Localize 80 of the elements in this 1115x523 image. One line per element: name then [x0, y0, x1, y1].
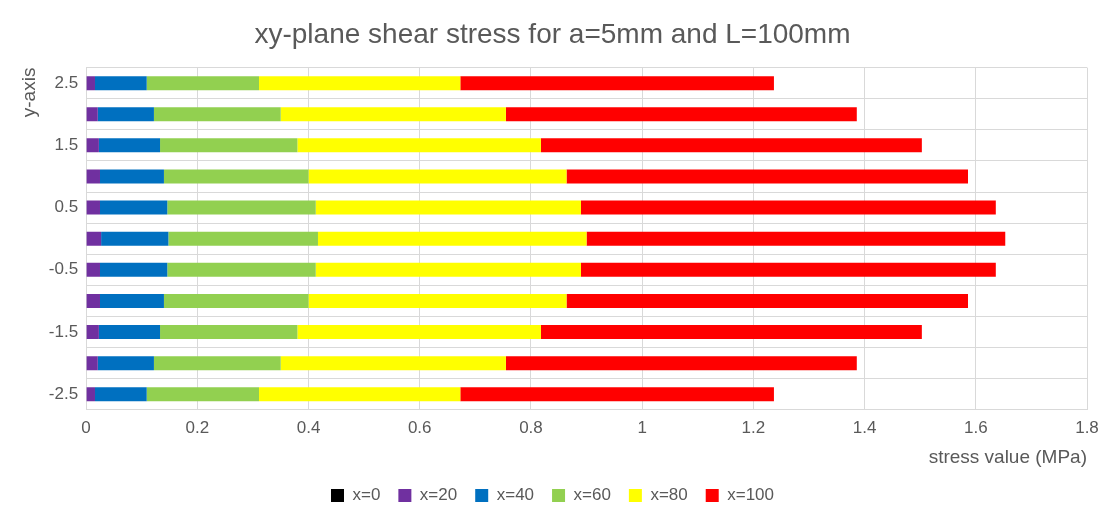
x-tick-label: 1.2: [741, 417, 766, 437]
x-tick-label: 1.8: [1075, 417, 1099, 437]
bar: [86, 231, 102, 246]
legend-label: x=20: [419, 485, 458, 505]
bar: [460, 76, 774, 91]
legend-label: x=0: [352, 485, 381, 505]
bar: [86, 200, 100, 215]
bar: [540, 325, 922, 340]
bar: [566, 293, 968, 308]
bar: [259, 76, 461, 91]
bar: [100, 293, 164, 308]
bar: [167, 200, 316, 215]
bar: [146, 387, 260, 402]
bar: [566, 169, 968, 184]
bar: [153, 107, 281, 122]
bar: [163, 169, 309, 184]
bar: [505, 356, 857, 371]
legend-label: x=80: [650, 485, 688, 505]
x-tick-label: 0.2: [185, 417, 210, 437]
bar: [168, 231, 318, 246]
bar: [280, 107, 506, 122]
bar: [98, 325, 161, 340]
bar: [540, 138, 922, 153]
bar: [163, 293, 309, 308]
bar: [315, 262, 581, 277]
bar: [86, 325, 99, 340]
bar: [86, 138, 99, 153]
bar: [86, 76, 95, 91]
bar: [97, 356, 154, 371]
bar: [100, 262, 168, 277]
x-tick-label: 1.6: [963, 417, 988, 437]
y-tick-label: 2.5: [54, 72, 79, 92]
y-tick-label: -0.5: [48, 259, 79, 279]
bar: [94, 387, 147, 402]
bar: [259, 387, 461, 402]
bar: [297, 325, 541, 340]
y-tick-label: 1.5: [54, 135, 79, 155]
y-tick-label: -1.5: [48, 321, 79, 341]
x-tick-label: 0.8: [519, 417, 543, 437]
bar: [580, 262, 996, 277]
bar: [100, 200, 168, 215]
bar: [86, 293, 100, 308]
bar: [101, 231, 169, 246]
bar: [153, 356, 281, 371]
bar: [86, 107, 98, 122]
bar: [86, 356, 98, 371]
x-tick-label: 1: [637, 417, 647, 437]
x-tick-label: 0: [81, 417, 91, 437]
bar: [98, 138, 161, 153]
bar: [100, 169, 164, 184]
bar: [297, 138, 541, 153]
x-tick-label: 0.4: [296, 417, 321, 437]
x-axis-title: stress value (MPa): [928, 445, 1087, 467]
y-tick-label: 0.5: [54, 197, 79, 217]
bar: [146, 76, 260, 91]
bar: [317, 231, 587, 246]
bar: [505, 107, 857, 122]
bar: [86, 262, 100, 277]
bar: [94, 76, 147, 91]
bar: [97, 107, 154, 122]
chart-title: xy-plane shear stress for a=5mm and L=100mm: [254, 17, 851, 49]
bar: [586, 231, 1006, 246]
bar: [280, 356, 506, 371]
legend-label: x=40: [496, 485, 535, 505]
bar: [580, 200, 996, 215]
bar: [308, 169, 567, 184]
bar: [308, 293, 567, 308]
bar: [167, 262, 316, 277]
x-tick-label: 1.4: [852, 417, 877, 437]
bar: [160, 138, 298, 153]
y-axis-title: y-axis: [17, 67, 39, 118]
legend-label: x=60: [573, 485, 611, 505]
bar: [86, 169, 100, 184]
legend-label: x=100: [727, 485, 775, 505]
bar: [315, 200, 581, 215]
bar: [86, 387, 95, 402]
y-tick-label: -2.5: [48, 383, 79, 403]
x-tick-label: 0.6: [407, 417, 432, 437]
bar: [460, 387, 774, 402]
bar: [160, 325, 298, 340]
